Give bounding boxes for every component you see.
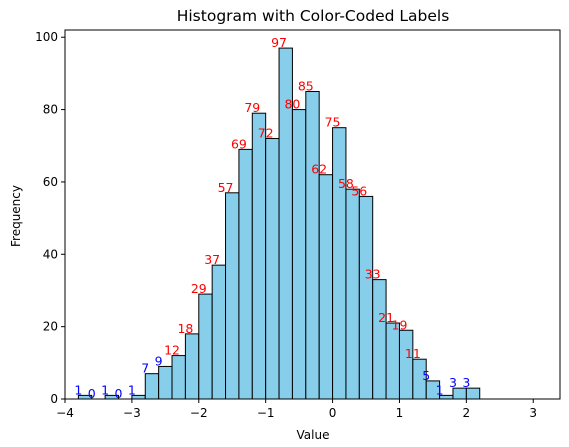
y-axis-ticks: 0 20 40 60 80 100 <box>35 30 65 406</box>
x-axis-ticks: −4 −3 −2 −1 0 1 2 3 <box>56 399 537 420</box>
histogram-bar <box>225 192 240 400</box>
bar-value-label: 62 <box>311 162 327 177</box>
bar-value-label: 97 <box>271 35 287 50</box>
plot-area-frame <box>64 29 561 400</box>
bar-value-label: 3 <box>449 375 457 390</box>
histogram-bar <box>372 279 387 400</box>
x-tick-label: −2 <box>190 406 208 420</box>
histogram-bar <box>171 355 186 400</box>
x-tick-label: 3 <box>529 406 537 420</box>
x-tick-label: 2 <box>463 406 471 420</box>
x-axis-label: Value <box>297 428 330 442</box>
bar-value-label: 1 <box>101 382 109 397</box>
y-tick-label: 20 <box>43 320 58 334</box>
x-tick-label: −3 <box>123 406 141 420</box>
y-tick-label: 60 <box>43 175 58 189</box>
histogram-bar <box>198 293 213 400</box>
histogram-bar <box>358 195 374 400</box>
bar-value-label: 33 <box>365 267 381 282</box>
x-tick-label: 1 <box>396 406 404 420</box>
x-tick-label: −1 <box>257 406 275 420</box>
bar-value-label: 85 <box>298 79 314 94</box>
bar-value-label: 69 <box>231 136 247 151</box>
y-tick-label: 80 <box>43 103 58 117</box>
bar-value-label: 57 <box>218 180 234 195</box>
bar-value-label: 11 <box>405 346 421 361</box>
histogram-bar <box>305 91 320 400</box>
histogram-bar <box>318 174 334 400</box>
histogram-bar <box>332 127 347 400</box>
histogram-bar <box>211 264 227 400</box>
histogram-bar <box>345 188 360 400</box>
bar-value-label: 5 <box>422 368 430 383</box>
y-tick-label: 40 <box>43 247 58 261</box>
x-tick-label: 0 <box>329 406 337 420</box>
bar-value-label: 1 <box>436 382 444 397</box>
bar-value-label: 0 <box>88 386 96 401</box>
chart-title: Histogram with Color-Coded Labels <box>177 7 450 25</box>
y-tick-label: 100 <box>35 30 58 44</box>
histogram-bar <box>265 138 280 400</box>
bar-value-label: 12 <box>164 343 180 358</box>
bar-value-label: 1 <box>74 382 82 397</box>
histogram-bar <box>184 333 200 400</box>
histogram-bar <box>291 109 307 400</box>
y-axis-label: Frequency <box>9 185 23 247</box>
bar-value-label: 0 <box>115 386 123 401</box>
bar-value-label: 21 <box>378 310 394 325</box>
bar-value-label: 80 <box>284 97 300 112</box>
y-tick-label: 0 <box>50 392 58 406</box>
bar-value-label: 18 <box>177 321 193 336</box>
bar-value-label: 72 <box>258 126 274 141</box>
bar-value-label: 58 <box>338 176 354 191</box>
histogram-bar <box>251 112 267 400</box>
bar-value-label: 75 <box>325 115 341 130</box>
histogram-bar <box>398 329 414 400</box>
bar-value-label: 9 <box>155 353 163 368</box>
histogram-bar <box>144 373 160 400</box>
histogram-bar <box>238 148 253 400</box>
x-tick-label: −4 <box>56 406 74 420</box>
bar-value-label: 79 <box>244 100 260 115</box>
bar-value-label: 56 <box>351 183 367 198</box>
bar-value-label: 37 <box>204 252 220 267</box>
bar-value-label: 3 <box>462 375 470 390</box>
bar-value-label: 7 <box>141 361 149 376</box>
histogram-bar <box>158 365 173 400</box>
bar-value-label: 1 <box>128 382 136 397</box>
data-labels-group: 1 0 1 0 17 9121829375769797297808562755856332… <box>74 35 470 401</box>
bar-value-label: 29 <box>191 281 207 296</box>
histogram-bar <box>385 322 400 400</box>
bar-value-label: 19 <box>392 317 408 332</box>
